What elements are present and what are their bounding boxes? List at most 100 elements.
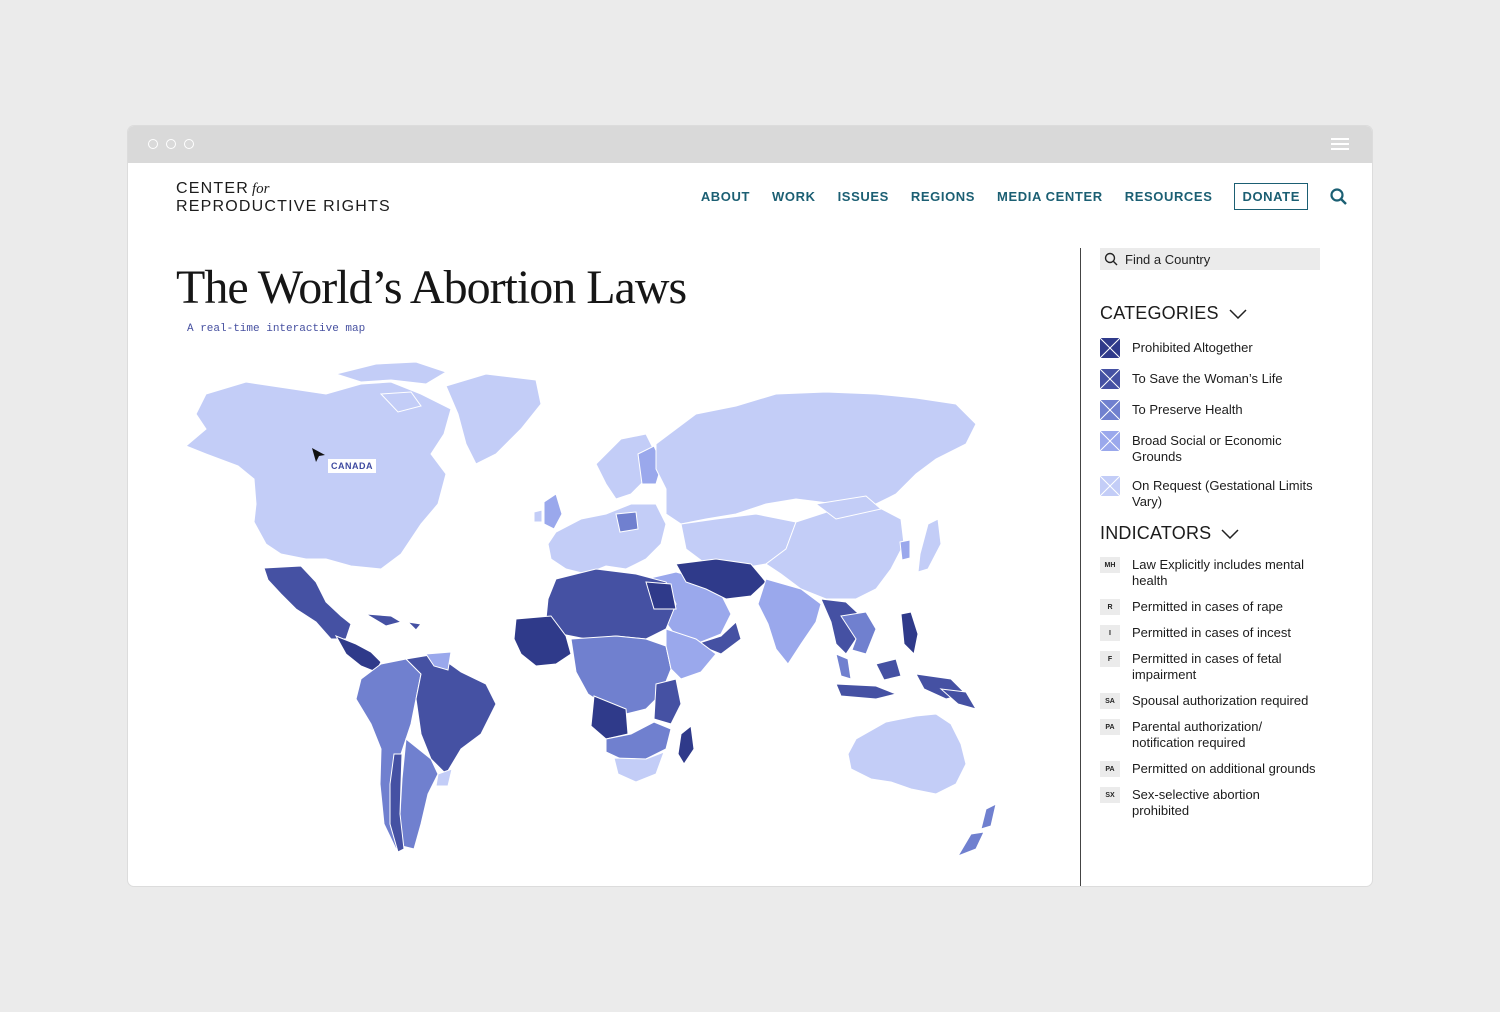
map-brazil[interactable] <box>404 653 497 775</box>
map-papua-new-guinea[interactable] <box>939 688 978 710</box>
map-caribbean[interactable] <box>365 613 422 631</box>
indicator-label: Parental authorization/ notification req… <box>1132 719 1263 750</box>
indicator-badge: F <box>1100 651 1120 667</box>
map-mexico[interactable] <box>263 565 352 640</box>
indicator-badge: MH <box>1100 557 1120 573</box>
map-arctic-islands[interactable] <box>334 361 448 413</box>
category-item[interactable]: On Request (Gestational Limits Vary) <box>1100 476 1320 510</box>
indicator-item[interactable]: I Permitted in cases of incest <box>1100 625 1320 641</box>
indicator-item[interactable]: MH Law Explicitly includes mental health <box>1100 557 1320 589</box>
map-southern-africa[interactable] <box>605 721 672 760</box>
map-mongolia[interactable] <box>814 495 883 520</box>
indicator-label: Spousal authorization required <box>1132 693 1309 708</box>
nav-about[interactable]: ABOUT <box>700 189 751 204</box>
map-europe[interactable] <box>547 503 667 575</box>
map-central-america[interactable] <box>334 635 382 673</box>
map-southeast-asia[interactable] <box>820 598 862 655</box>
indicator-label: Permitted in cases of rape <box>1132 599 1284 614</box>
window-maximize-dot[interactable] <box>184 139 194 149</box>
indicator-label: Permitted on additional grounds <box>1132 761 1316 776</box>
nav-resources[interactable]: RESOURCES <box>1124 189 1213 204</box>
site-logo[interactable]: CENTER for REPRODUCTIVE RIGHTS <box>176 180 391 215</box>
map-madagascar[interactable] <box>677 725 695 765</box>
indicators-list: MH Law Explicitly includes mental health R… <box>1100 557 1320 819</box>
map-korea[interactable] <box>899 539 911 561</box>
map-greenland[interactable] <box>445 373 542 465</box>
sidebar-divider <box>1080 248 1081 886</box>
indicator-badge: SX <box>1100 787 1120 803</box>
nav-issues[interactable]: ISSUES <box>837 189 889 204</box>
indicator-badge: I <box>1100 625 1120 641</box>
category-label: Prohibited Altogether <box>1132 340 1253 355</box>
window-close-dot[interactable] <box>148 139 158 149</box>
map-uk[interactable] <box>543 493 563 530</box>
map-chile[interactable] <box>389 753 405 853</box>
indicator-item[interactable]: PA Permitted on additional grounds <box>1100 761 1320 777</box>
category-label: To Save the Woman’s Life <box>1132 371 1283 386</box>
country-search-input[interactable] <box>1125 251 1305 267</box>
category-item[interactable]: To Save the Woman’s Life <box>1100 369 1320 389</box>
indicator-item[interactable]: F Permitted in cases of fetal impairment <box>1100 651 1320 683</box>
page-title: The World’s Abortion Laws <box>176 261 687 314</box>
window-minimize-dot[interactable] <box>166 139 176 149</box>
map-horn-of-africa[interactable] <box>665 628 717 680</box>
map-yemen-oman[interactable] <box>694 621 742 655</box>
logo-line-1: CENTER <box>176 180 249 197</box>
indicator-label: Permitted in cases of fetal impairment <box>1132 651 1282 682</box>
hamburger-icon[interactable] <box>1331 138 1349 151</box>
nav-regions[interactable]: REGIONS <box>910 189 976 204</box>
map-south-africa[interactable] <box>613 751 665 783</box>
map-egypt[interactable] <box>645 581 677 610</box>
map-central-africa[interactable] <box>570 635 672 715</box>
category-swatch[interactable] <box>1100 338 1120 358</box>
map-indochina[interactable] <box>840 611 877 655</box>
category-item[interactable]: Broad Social or Economic Grounds <box>1100 431 1320 465</box>
map-australia[interactable] <box>847 713 967 795</box>
map-ireland[interactable] <box>533 509 543 523</box>
category-item[interactable]: Prohibited Altogether <box>1100 338 1320 358</box>
browser-window: CENTER for REPRODUCTIVE RIGHTS ABOUT WORK… <box>128 126 1372 886</box>
map-poland[interactable] <box>615 511 639 533</box>
map-east-africa[interactable] <box>653 678 682 725</box>
map-india[interactable] <box>757 578 822 665</box>
category-label: On Request (Gestational Limits Vary) <box>1132 478 1313 509</box>
categories-toggle[interactable]: CATEGORIES <box>1100 303 1320 324</box>
map-uruguay[interactable] <box>435 768 453 787</box>
map-russia[interactable] <box>655 391 977 525</box>
magnifier-icon <box>1104 252 1118 266</box>
nav-work[interactable]: WORK <box>772 189 816 204</box>
category-item[interactable]: To Preserve Health <box>1100 400 1320 420</box>
category-swatch[interactable] <box>1100 476 1120 496</box>
map-hover-label: CANADA <box>328 459 376 473</box>
main-nav: ABOUT WORK ISSUES REGIONS MEDIA CENTER R… <box>679 183 1308 210</box>
browser-chrome <box>128 126 1372 163</box>
map-iran-afghanistan[interactable] <box>675 558 767 600</box>
indicator-label: Permitted in cases of incest <box>1132 625 1291 640</box>
category-swatch[interactable] <box>1100 400 1120 420</box>
map-new-zealand[interactable] <box>956 803 997 857</box>
indicator-item[interactable]: R Permitted in cases of rape <box>1100 599 1320 615</box>
map-philippines[interactable] <box>900 611 919 656</box>
world-map[interactable] <box>176 354 1006 874</box>
category-label: To Preserve Health <box>1132 402 1243 417</box>
map-guianas[interactable] <box>425 651 452 671</box>
search-icon[interactable] <box>1330 188 1347 205</box>
country-search[interactable] <box>1100 248 1320 270</box>
chevron-down-icon <box>1221 528 1239 539</box>
indicator-badge: R <box>1100 599 1120 615</box>
indicator-item[interactable]: SX Sex-selective abortion prohibited <box>1100 787 1320 819</box>
indicator-item[interactable]: PA Parental authorization/ notification r… <box>1100 719 1320 751</box>
indicator-badge: SA <box>1100 693 1120 709</box>
map-north-america[interactable] <box>185 381 452 570</box>
donate-button[interactable]: DONATE <box>1234 183 1308 210</box>
categories-list: Prohibited Altogether To Save the Woman’s… <box>1100 338 1320 510</box>
indicators-toggle[interactable]: INDICATORS <box>1100 523 1320 544</box>
map-japan[interactable] <box>917 518 942 573</box>
category-swatch[interactable] <box>1100 369 1120 389</box>
category-swatch[interactable] <box>1100 431 1120 451</box>
indicator-label: Law Explicitly includes mental health <box>1132 557 1304 588</box>
map-malaysia[interactable] <box>835 653 852 680</box>
indicator-item[interactable]: SA Spousal authorization required <box>1100 693 1320 709</box>
map-west-africa[interactable] <box>513 615 572 667</box>
nav-media-center[interactable]: MEDIA CENTER <box>997 189 1103 204</box>
